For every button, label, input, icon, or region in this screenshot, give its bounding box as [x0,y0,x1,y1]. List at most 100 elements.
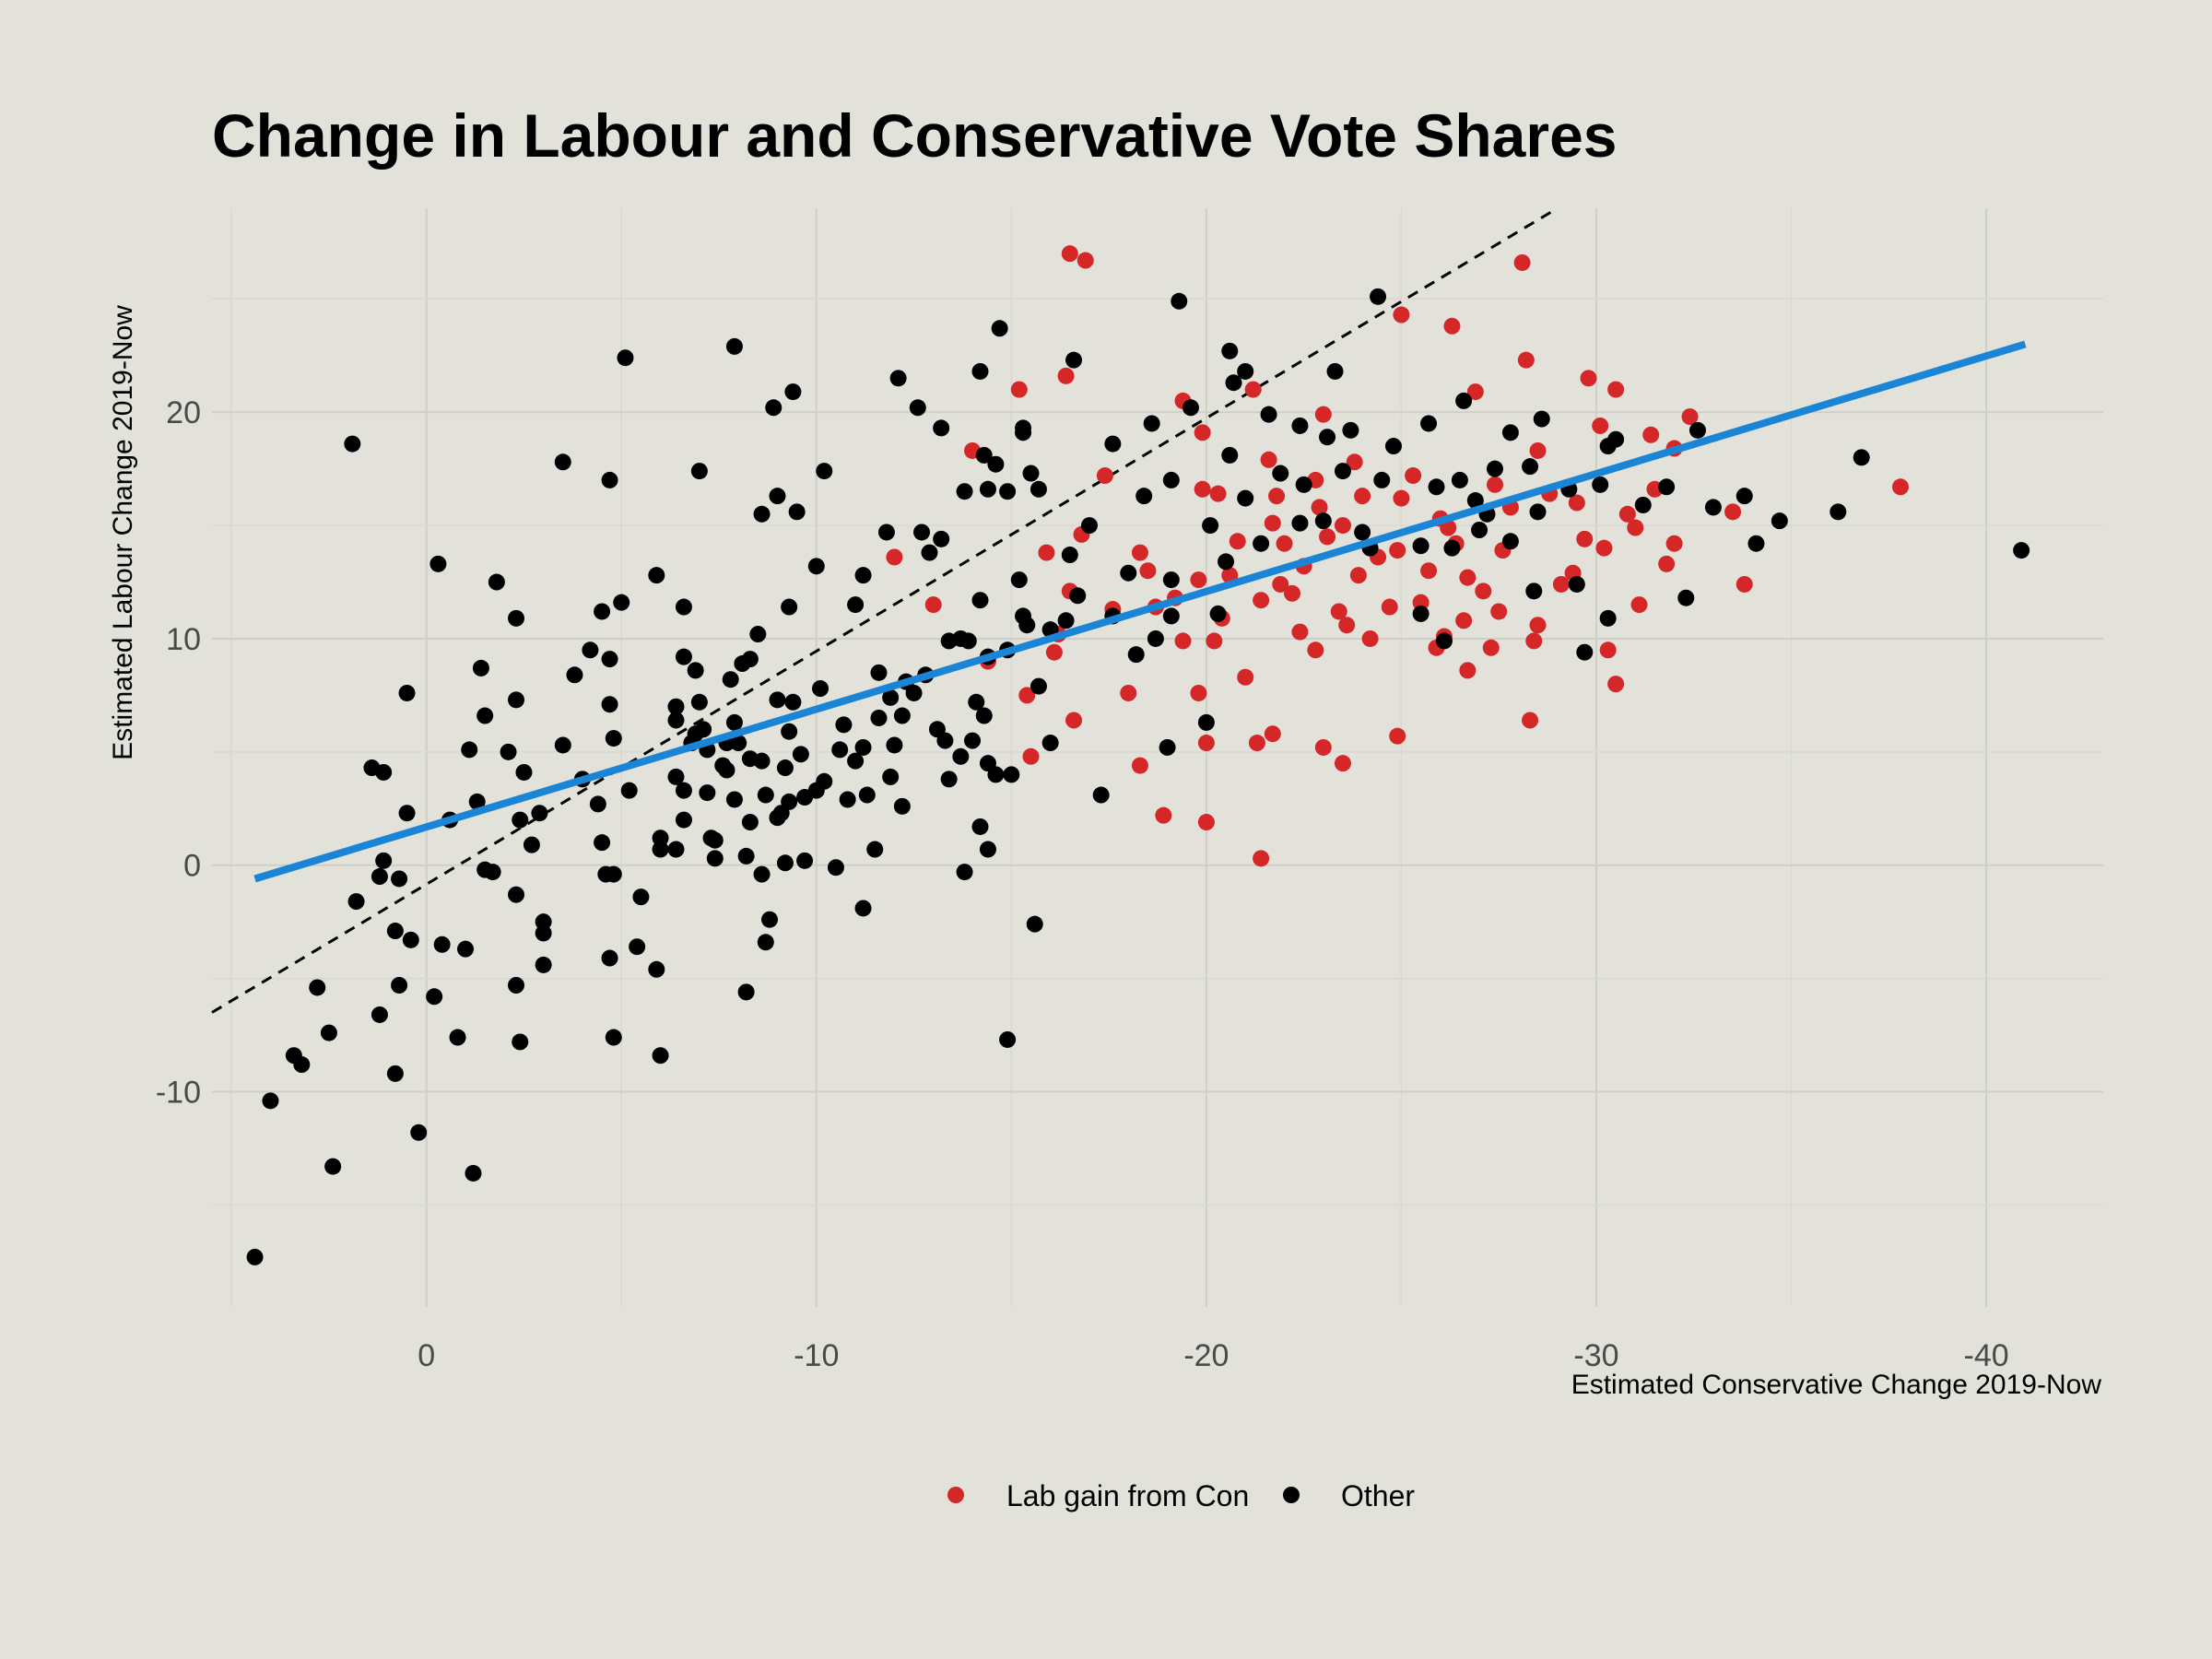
data-point [1283,584,1300,602]
data-point [1393,306,1410,324]
data-point [472,659,489,677]
legend-label: Other [1341,1479,1415,1512]
data-point [1194,480,1211,498]
data-point [788,503,806,521]
data-point [1576,530,1594,547]
data-point [687,725,704,743]
data-point [940,771,958,788]
data-point [816,772,833,790]
data-point [1724,503,1742,521]
data-point [1735,575,1753,593]
data-point [1319,429,1336,446]
data-point [1135,488,1153,505]
data-point [1393,489,1410,507]
data-point [1162,571,1180,589]
data-point [1237,362,1254,380]
data-point [1599,641,1617,659]
data-point [835,716,853,734]
data-point [854,738,872,756]
data-point [675,648,692,665]
data-point [979,480,996,498]
data-point [757,786,774,804]
data-point [605,865,622,883]
data-point [1190,684,1207,701]
data-point [1665,535,1683,552]
data-point [699,784,716,802]
data-point [1209,605,1227,622]
data-point [1194,424,1211,441]
data-point [1221,342,1239,359]
data-point [1595,539,1613,557]
trend-line [253,340,2027,883]
data-point [391,870,408,888]
data-point [1061,245,1078,263]
data-point [1253,592,1270,609]
data-point [730,735,747,752]
data-point [1747,535,1765,552]
legend-label: Lab gain from Con [1006,1479,1249,1512]
data-point [913,524,931,541]
data-point [617,349,634,367]
data-point [1010,571,1028,589]
data-point [1202,517,1219,535]
data-point [309,979,326,996]
data-point [893,797,911,815]
data-point [375,852,393,869]
data-point [952,629,970,647]
data-point [371,868,388,886]
x-tick-label: -30 [1573,1338,1618,1373]
y-tick-label: 20 [166,395,201,430]
data-point [1677,589,1695,606]
data-point [652,830,669,847]
data-point [605,1029,622,1046]
data-point [594,603,611,620]
data-point [971,362,989,380]
data-point [375,763,393,781]
data-point [1681,408,1699,426]
data-point [1264,514,1281,532]
data-point [1182,399,1199,417]
data-point [675,782,692,799]
x-tick-label: -10 [794,1338,839,1373]
data-point [1092,786,1110,804]
data-point [725,337,743,355]
data-point [1891,478,1909,496]
data-point [1466,492,1484,510]
data-point [601,651,618,668]
data-point [1389,542,1406,559]
data-point [1466,383,1484,401]
data-point [433,935,451,953]
data-point [449,1029,466,1046]
data-point [1041,735,1059,752]
data-point [1030,480,1047,498]
data-point [1131,544,1148,561]
data-point [1373,471,1391,488]
data-point [722,671,739,688]
data-point [566,666,583,684]
data-point [893,707,911,724]
data-point [1045,643,1063,661]
data-point [1174,632,1192,650]
data-point [1525,582,1543,600]
data-point [956,864,973,881]
data-point [991,320,1008,337]
data-point [1272,575,1289,593]
data-point [1015,419,1032,437]
data-point [1218,553,1235,571]
data-point [956,483,973,500]
data-point [1435,632,1453,650]
data-point [429,555,447,572]
data-point [765,399,782,417]
data-point [1443,539,1461,557]
data-point [1607,381,1625,398]
data-point [2013,542,2030,559]
data-point [889,370,907,387]
data-point [1568,575,1585,593]
chart-title: Change in Labour and Conservative Vote S… [212,101,1617,170]
data-point [725,791,743,808]
data-point [725,713,743,731]
data-point [1704,499,1722,516]
data-point [1522,712,1539,729]
data-point [1069,587,1087,605]
data-point [1501,424,1519,441]
